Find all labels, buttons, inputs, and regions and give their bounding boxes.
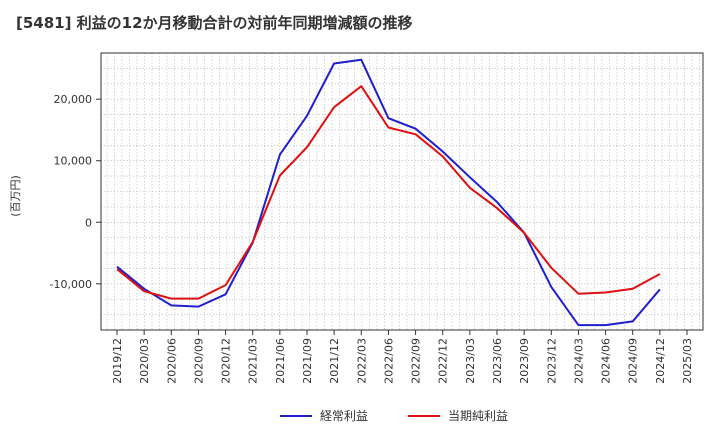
series-lines: [116, 58, 661, 327]
x-tick-label: 2022/12: [437, 338, 450, 384]
x-tick-label: 2024/06: [600, 338, 613, 384]
y-tick-label: 10,000: [54, 155, 93, 168]
legend-label-1: 当期純利益: [448, 409, 508, 423]
series-line-0: [116, 58, 661, 327]
x-tick-label: 2024/12: [654, 338, 667, 384]
y-tick-label: 20,000: [54, 93, 93, 106]
x-tick-label: 2023/09: [518, 338, 531, 384]
x-tick-label: 2023/03: [464, 338, 477, 384]
x-tick-label: 2025/03: [681, 338, 694, 384]
x-tick-label: 2022/03: [355, 338, 368, 384]
x-tick-label: 2024/03: [572, 338, 585, 384]
series-line-1: [116, 85, 661, 300]
x-tick-label: 2020/06: [165, 338, 178, 384]
x-tick-label: 2020/09: [192, 338, 205, 384]
x-tick-label: 2021/06: [274, 338, 287, 384]
x-tick-label: 2022/09: [410, 338, 423, 384]
grid-lines: [101, 53, 703, 330]
y-axis-label: (百万円): [9, 175, 22, 217]
y-tick-label: 0: [85, 216, 92, 229]
chart-title: [5481] 利益の12か月移動合計の対前年同期増減額の推移: [16, 14, 413, 32]
x-tick-label: 2021/12: [328, 338, 341, 384]
x-tick-label: 2020/12: [220, 338, 233, 384]
legend: 経常利益 当期純利益: [280, 409, 508, 423]
x-tick-label: 2023/06: [491, 338, 504, 384]
legend-label-0: 経常利益: [320, 409, 368, 423]
plot-border: [100, 52, 704, 331]
x-tick-label: 2023/12: [545, 338, 558, 384]
x-tick-label: 2021/09: [301, 338, 314, 384]
y-axis: 20,000 10,000 0 -10,000: [50, 93, 101, 291]
x-tick-label: 2019/12: [111, 338, 124, 384]
x-tick-label: 2020/03: [138, 338, 151, 384]
x-tick-label: 2024/09: [627, 338, 640, 384]
x-tick-label: 2022/06: [382, 338, 395, 384]
x-tick-label: 2021/03: [247, 338, 260, 384]
y-tick-label: -10,000: [50, 278, 92, 291]
x-axis: 2019/12 2020/03 2020/06 2020/09 2020/12 2021/…: [111, 330, 694, 384]
